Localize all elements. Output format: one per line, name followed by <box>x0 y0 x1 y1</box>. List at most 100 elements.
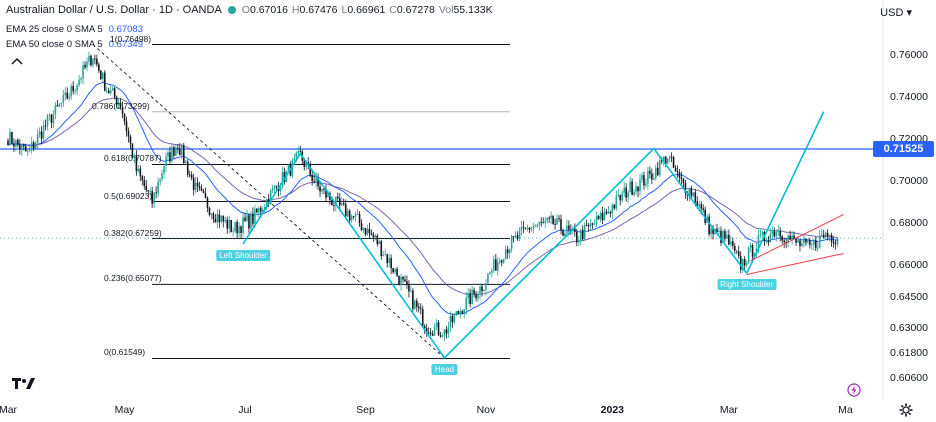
candle-body <box>70 85 72 97</box>
candle-body <box>133 155 136 158</box>
candle-body <box>439 334 442 337</box>
candle-body <box>182 145 185 164</box>
candle-body <box>102 72 104 80</box>
candle-body <box>816 247 819 249</box>
settings-gear-icon[interactable] <box>899 403 913 417</box>
pattern-label-badge[interactable]: Right Shoulder <box>717 279 777 291</box>
candle-body <box>700 204 703 209</box>
candle-body <box>390 258 392 269</box>
candle-body <box>143 180 146 186</box>
candle-body <box>26 150 29 152</box>
candle-body <box>536 224 539 227</box>
high-label: H <box>291 4 300 16</box>
candle-body <box>86 61 88 68</box>
candle-body <box>297 151 300 154</box>
candle-body <box>135 155 138 172</box>
candle-body <box>465 297 467 310</box>
candle-body <box>149 191 151 192</box>
ema50-value: 0.67349 <box>108 39 143 50</box>
candle-body <box>254 208 256 224</box>
candle-body <box>423 326 426 329</box>
candle-body <box>167 152 169 157</box>
candle-body <box>429 332 432 334</box>
candle-body <box>568 225 570 230</box>
price-tick-label: 0.76000 <box>890 49 928 61</box>
close-value: 0.67278 <box>396 4 435 16</box>
candle-body <box>350 216 353 221</box>
candle-body <box>737 251 740 256</box>
candle-body <box>287 164 290 171</box>
candle-body <box>309 163 311 175</box>
currency-selector[interactable]: USD ▾ <box>880 6 912 19</box>
candle-body <box>522 226 525 228</box>
candle-body <box>100 70 102 80</box>
candle-body <box>658 160 661 176</box>
candle-body <box>682 179 685 184</box>
candle-body <box>497 262 499 271</box>
candle-body <box>451 316 454 323</box>
fib-level-label: 0.382(0.67259) <box>104 227 162 238</box>
candle-body <box>656 167 659 176</box>
tradingview-logo-icon[interactable] <box>12 378 36 390</box>
candle-body <box>72 85 74 92</box>
candle-body <box>335 196 337 206</box>
ema50-legend[interactable]: EMA 50 close 0 SMA 5 0.67349 <box>6 39 143 50</box>
candle-body <box>190 174 193 178</box>
time-tick-label: Nov <box>476 404 496 416</box>
candle-body <box>544 220 546 223</box>
candle-body <box>396 268 398 276</box>
candle-body <box>479 286 481 295</box>
fib-level-label: 0(0.61549) <box>104 347 146 358</box>
candle-body <box>583 224 586 240</box>
pattern-label-badge[interactable]: Head <box>431 363 458 375</box>
ema25-legend[interactable]: EMA 25 close 0 SMA 5 0.67083 <box>6 24 143 35</box>
candle-body <box>613 204 616 209</box>
pattern-label-badge[interactable]: Left Shoulder <box>216 250 270 261</box>
candle-body <box>368 228 371 234</box>
symbol-title[interactable]: Australian Dollar / U.S. Dollar · 1D · O… <box>6 4 222 16</box>
candle-body <box>647 170 649 184</box>
candle-body <box>483 289 485 292</box>
candle-body <box>745 263 748 266</box>
candle-body <box>785 242 787 243</box>
candle-body <box>410 290 412 292</box>
horizontal-line-price-label[interactable]: 0.71525 <box>873 140 934 157</box>
candle-body <box>339 198 341 206</box>
price-axis[interactable]: 0.76000 0.74000 0.72000 0.70000 0.68000 0.660… <box>884 0 936 422</box>
candle-body <box>526 227 529 229</box>
head-shoulders-zigzag <box>242 147 748 360</box>
fib-level-label: 0.618(0.70787) <box>104 153 162 164</box>
candle-body <box>615 195 618 209</box>
market-status-icon <box>227 6 236 15</box>
candle-body <box>44 125 47 127</box>
price-tick-label: 0.74000 <box>890 91 928 103</box>
candle-body <box>554 223 556 225</box>
candle-body <box>24 146 27 152</box>
candle-body <box>388 258 390 263</box>
lightning-icon[interactable] <box>847 383 861 397</box>
collapse-legend-icon[interactable] <box>11 57 23 67</box>
candle-body <box>90 55 92 66</box>
candle-body <box>437 322 440 335</box>
candle-body <box>743 258 746 266</box>
candle-body <box>558 218 560 220</box>
candle-body <box>767 241 770 243</box>
candle-body <box>459 311 462 315</box>
candle-body <box>404 279 406 282</box>
candle-body <box>500 260 503 263</box>
candle-body <box>291 159 294 176</box>
trend-diagonal-line <box>92 44 445 359</box>
candle-body <box>196 182 199 186</box>
candle-body <box>666 158 669 164</box>
candle-body <box>184 161 187 164</box>
candle-body <box>214 218 217 223</box>
candle-body <box>443 329 446 337</box>
price-tick-label: 0.60600 <box>890 372 928 385</box>
candle-body <box>250 213 252 229</box>
candle-body <box>236 222 238 234</box>
candle-body <box>595 216 598 225</box>
candle-body <box>406 281 408 285</box>
candle-body <box>260 207 262 212</box>
candle-body <box>327 193 329 198</box>
